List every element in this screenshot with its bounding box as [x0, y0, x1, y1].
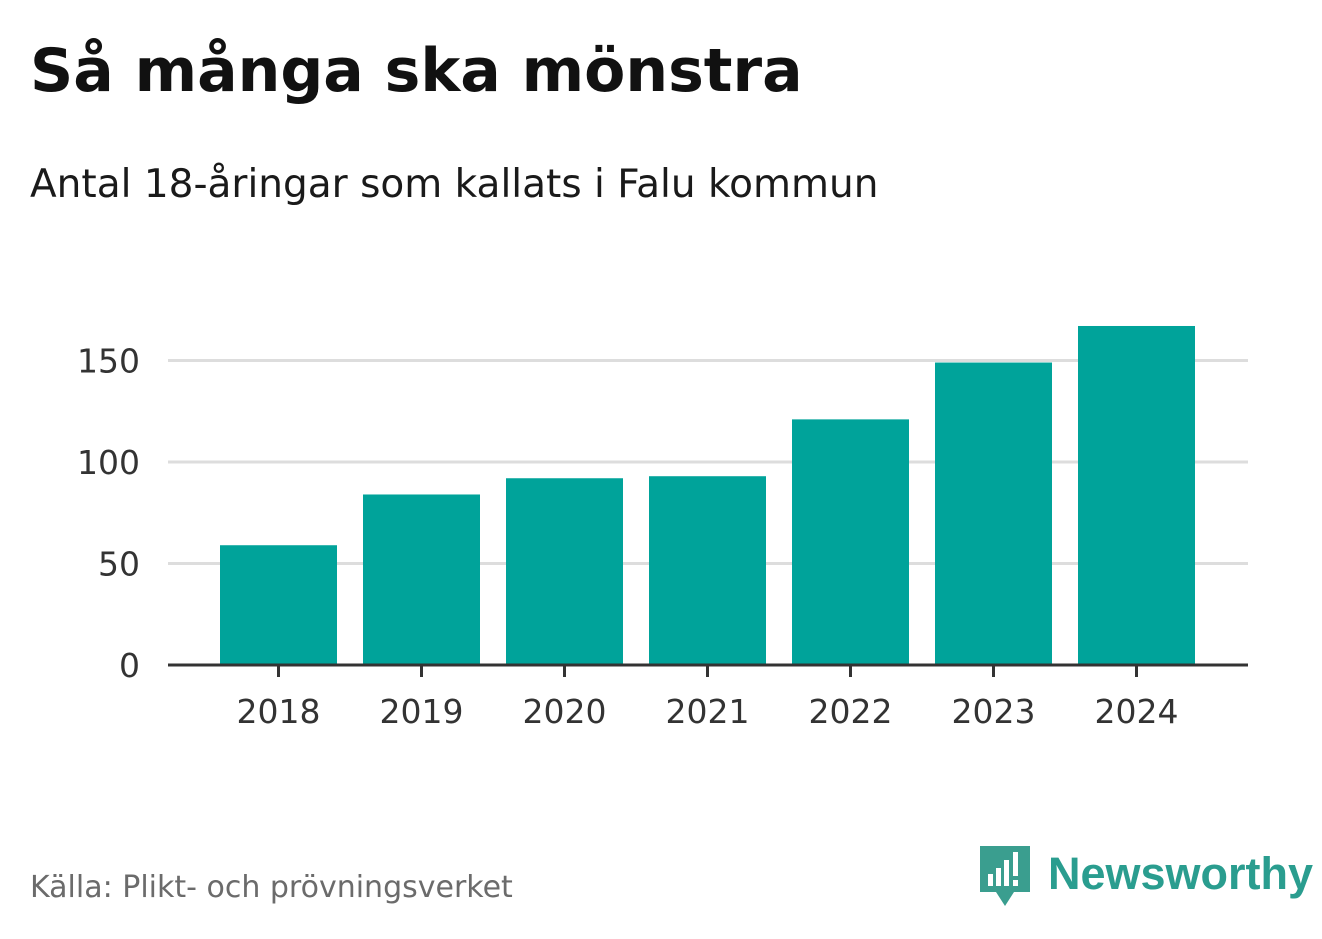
chart-title: Så många ska mönstra [30, 36, 803, 106]
bar-chart: 0 50 100 150 2018 2019 2020 2021 2022 2023 2024 [77, 325, 1248, 731]
newsworthy-chart-bubble-icon [980, 846, 1030, 906]
brand-name: Newsworthy [1048, 848, 1314, 899]
bar-2020 [506, 478, 623, 665]
bars [220, 325, 1195, 665]
source-note: Källa: Plikt- och prövningsverket [30, 870, 513, 905]
y-tick-label: 100 [77, 443, 140, 482]
x-tick-label: 2024 [1095, 692, 1179, 731]
bar-2019 [363, 494, 480, 665]
x-tick-label: 2019 [380, 692, 464, 731]
bar-2018 [220, 545, 337, 665]
bar-2023 [935, 362, 1052, 665]
y-axis-ticks: 0 50 100 150 [77, 342, 140, 686]
x-axis-ticks: 2018 2019 2020 2021 2022 2023 2024 [237, 665, 1179, 731]
brand-logo-group: Newsworthy [980, 846, 1313, 912]
x-tick-label: 2023 [952, 692, 1036, 731]
x-tick-label: 2021 [666, 692, 750, 731]
x-tick-label: 2020 [523, 692, 607, 731]
bar-2024 [1078, 325, 1195, 665]
chart-subtitle: Antal 18-åringar som kallats i Falu komm… [30, 162, 879, 207]
y-tick-label: 50 [98, 545, 140, 584]
bar-2021 [649, 476, 766, 665]
x-tick-label: 2018 [237, 692, 321, 731]
y-tick-label: 0 [119, 646, 140, 685]
y-tick-label: 150 [77, 342, 140, 381]
x-tick-label: 2022 [809, 692, 893, 731]
bar-2022 [792, 419, 909, 665]
